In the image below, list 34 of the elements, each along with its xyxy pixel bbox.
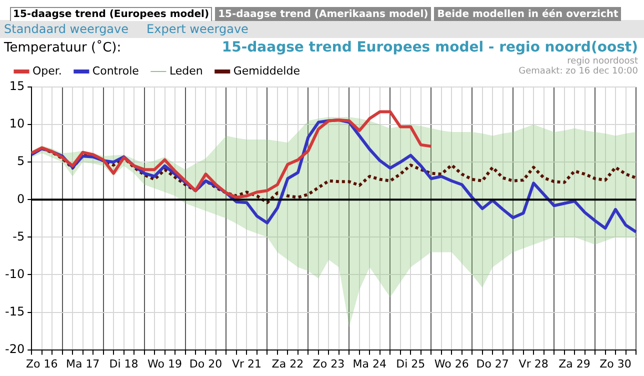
x-tick-label: Di 18 (109, 357, 138, 370)
text: 15-daagse trend (Europees model) (10, 7, 212, 21)
text: Gemaakt: zo 16 dec 10:00 (518, 66, 638, 76)
x-tick-label: Zo 30 (600, 357, 632, 370)
x-tick-label: Ma 17 (66, 357, 100, 370)
y-tick-label: -10 (4, 266, 25, 281)
y-tick-label: 5 (16, 154, 25, 168)
x-tick-label: Zo 23 (312, 357, 345, 370)
chart-title: 15-daagse trend Europees model - regio noord(oost) (222, 40, 638, 56)
text: Standaard weergave (4, 22, 129, 36)
y-tick-label: -15 (4, 304, 25, 318)
x-tick-label: Za 29 (558, 357, 590, 370)
y-tick-label: 0 (16, 192, 25, 206)
legend-label: Oper. (32, 64, 62, 78)
y-tick-label: 10 (9, 116, 25, 131)
x-tick-label: Za 22 (272, 357, 304, 370)
legend-label: Leden (169, 64, 203, 78)
legend-label: Gemiddelde (233, 64, 300, 78)
x-tick-label: Di 25 (396, 357, 426, 370)
y-tick-label: -20 (4, 342, 25, 356)
y-tick-label: 15 (9, 79, 25, 94)
x-tick-label: Wo 26 (434, 357, 469, 370)
text: regio noordoost (567, 56, 638, 66)
y-tick-label: -5 (12, 229, 25, 244)
text: Expert weergave (146, 22, 248, 36)
x-tick-label: Vr 21 (232, 357, 262, 370)
y-axis-title: Temperatuur (˚C): (3, 39, 122, 56)
x-tick-label: Wo 19 (148, 357, 182, 370)
legend-label: Controle (92, 64, 140, 78)
x-tick-label: Do 20 (189, 357, 222, 370)
x-tick-label: Do 27 (476, 357, 509, 370)
x-tick-label: Vr 28 (518, 357, 548, 370)
x-tick-label: Ma 24 (352, 357, 387, 370)
x-tick-label: Zo 16 (26, 357, 58, 370)
